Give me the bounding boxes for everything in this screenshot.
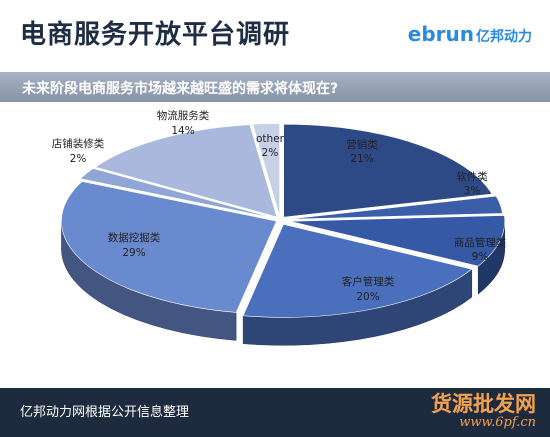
logo-cn: 亿邦动力 xyxy=(476,29,532,45)
question-text: 未来阶段电商服务市场越来越旺盛的需求将体现在? xyxy=(22,81,339,97)
slice-value-3: 20% xyxy=(356,291,379,303)
slice-value-1: 3% xyxy=(464,185,481,197)
slice-label-4: 数据挖掘类 xyxy=(108,231,161,244)
slice-label-2: 商品管理类 xyxy=(454,236,507,249)
pie-slice-5 xyxy=(79,168,275,219)
watermark-text: 货源批发网 xyxy=(431,391,536,416)
pie-slice-1 xyxy=(287,195,503,220)
slice-value-2: 9% xyxy=(472,251,489,263)
logo-latin: ebrun xyxy=(407,22,474,46)
footer: 亿邦动力网根据公开信息整理 货源批发网 www.6pf.cn xyxy=(0,388,550,437)
slice-label-6: 物流服务类 xyxy=(157,109,210,122)
page-title: 电商服务开放平台调研 xyxy=(20,20,291,50)
slice-value-5: 2% xyxy=(70,153,87,165)
slice-label-1: 软件类 xyxy=(456,170,488,183)
slice-label-5: 店铺装修类 xyxy=(52,137,105,150)
watermark-url: www.6pf.cn xyxy=(459,415,536,430)
pie-chart: 营销类 21% 软件类 3% 商品管理类 9% 客户管理类 20% 数据挖掘类 29% 店铺装修类 2… xyxy=(52,109,507,346)
pie-slice-4 xyxy=(61,181,277,313)
pie-slice-3 xyxy=(242,223,473,318)
brand-logo: ebrun 亿邦动力 xyxy=(408,22,532,46)
header: 电商服务开放平台调研 ebrun 亿邦动力 xyxy=(0,0,550,68)
slice-value-4: 29% xyxy=(122,247,145,259)
slice-label-3: 客户管理类 xyxy=(342,275,395,288)
question-bar: 未来阶段电商服务市场越来越旺盛的需求将体现在? xyxy=(0,72,550,102)
pie-slice-2 xyxy=(289,215,506,267)
slice-value-6: 14% xyxy=(171,125,194,137)
pie-slice-7 xyxy=(252,123,280,217)
slice-label-0: 营销类 xyxy=(346,138,378,151)
pie-slice-6 xyxy=(94,124,278,218)
source-note: 亿邦动力网根据公开信息整理 xyxy=(20,405,190,420)
slice-value-7: 2% xyxy=(262,147,279,159)
pie-slice-0 xyxy=(283,123,493,218)
slice-label-7: other xyxy=(256,133,285,145)
slice-value-0: 21% xyxy=(350,153,373,165)
